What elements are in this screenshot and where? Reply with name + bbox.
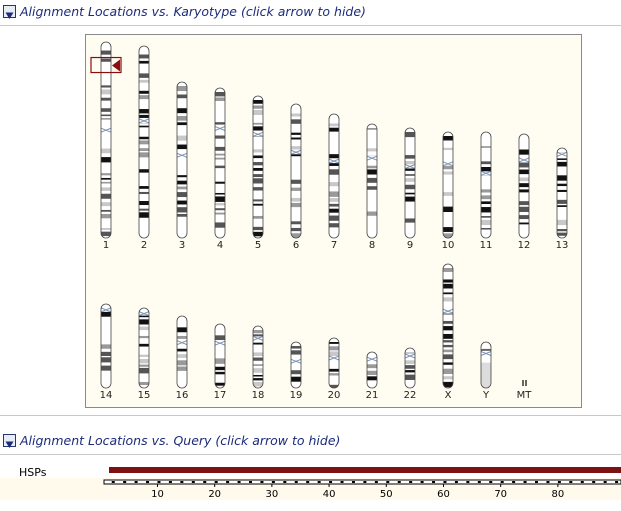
karyotype-section-header[interactable]: Alignment Locations vs. Karyotype (click… [0, 0, 621, 24]
chromosome-17[interactable]: 17 [214, 323, 227, 401]
ruler-tick-label: 10 [151, 489, 164, 500]
chromosome-label: 13 [556, 240, 569, 251]
alignment-hit-marker[interactable] [90, 56, 122, 74]
chromosome-14[interactable]: 14 [100, 303, 113, 401]
chromosome-22[interactable]: 22 [404, 347, 417, 401]
chromosome-y[interactable]: Y [480, 341, 492, 401]
chromosome-label: 3 [179, 240, 185, 251]
chromosome-label: 2 [141, 240, 147, 251]
query-ruler: 10 20 30 40 50 60 70 80 [103, 479, 621, 500]
chromosome-x[interactable]: X [442, 263, 454, 401]
chromosome-label: 19 [290, 390, 303, 401]
header-divider [0, 454, 621, 455]
chromosome-3[interactable]: 3 [176, 81, 188, 251]
ruler-tick-label: 30 [266, 489, 279, 500]
query-section-header[interactable]: Alignment Locations vs. Query (click arr… [0, 429, 621, 453]
chromosome-label: MT [517, 390, 533, 401]
chromosome-13[interactable]: 13 [556, 147, 569, 251]
chromosome-21[interactable]: 21 [366, 351, 379, 401]
chromosome-label: X [445, 390, 452, 401]
ruler-tick-label: 20 [208, 489, 221, 500]
section-divider [0, 415, 621, 416]
triangle-left-icon [112, 59, 120, 72]
chromosome-1[interactable]: 1 [100, 41, 112, 251]
chromosome-mt[interactable]: MT [517, 380, 533, 401]
chromosome-label: 16 [176, 390, 189, 401]
chromosome-7[interactable]: 7 [328, 113, 340, 251]
triangle-down-icon [5, 441, 14, 448]
chromosome-label: 6 [293, 240, 299, 251]
chromosome-19[interactable]: 19 [290, 341, 303, 401]
chromosome-18[interactable]: 18 [252, 325, 265, 401]
chromosome-15[interactable]: 15 [138, 307, 151, 401]
karyotype-panel: 1 2 3 4 5 6 7 8 9 10 11 12 13 14 15 16 17 18 19 20 21 22 X Y MT [85, 34, 582, 408]
collapse-toggle-karyotype[interactable] [3, 5, 16, 19]
chromosome-label: 20 [328, 390, 341, 401]
chromosome-2[interactable]: 2 [138, 45, 150, 251]
ruler-tick-label: 50 [380, 489, 393, 500]
chromosome-label: 4 [217, 240, 223, 251]
chromosome-label: Y [482, 390, 490, 401]
triangle-down-icon [5, 12, 14, 19]
chromosome-5[interactable]: 5 [252, 95, 264, 251]
chromosome-label: 15 [138, 390, 151, 401]
chromosome-10[interactable]: 10 [442, 131, 455, 251]
chromosome-11[interactable]: 11 [480, 131, 493, 251]
chromosome-label: 12 [518, 240, 531, 251]
chromosome-label: 9 [407, 240, 413, 251]
chromosome-12[interactable]: 12 [518, 133, 531, 251]
ruler-tick-label: 60 [437, 489, 450, 500]
chromosome-label: 10 [442, 240, 455, 251]
chromosome-label: 18 [252, 390, 265, 401]
collapse-toggle-query[interactable] [3, 434, 16, 448]
chromosome-label: 5 [255, 240, 261, 251]
chromosome-label: 11 [480, 240, 493, 251]
hsps-label: HSPs [19, 466, 47, 479]
ruler-tick-label: 70 [494, 489, 507, 500]
query-section-title[interactable]: Alignment Locations vs. Query (click arr… [20, 433, 341, 448]
chromosome-label: 17 [214, 390, 227, 401]
chromosome-9[interactable]: 9 [404, 127, 416, 251]
chromosome-label: 22 [404, 390, 417, 401]
header-divider [0, 25, 621, 26]
chromosome-label: 8 [369, 240, 375, 251]
karyotype-section-title[interactable]: Alignment Locations vs. Karyotype (click… [20, 4, 366, 19]
ruler-tick-label: 80 [552, 489, 565, 500]
chromosome-label: 14 [100, 390, 113, 401]
ruler-tick-label: 40 [323, 489, 336, 500]
chromosome-label: 1 [103, 240, 109, 251]
chromosome-16[interactable]: 16 [176, 315, 189, 401]
chromosome-6[interactable]: 6 [290, 103, 302, 251]
chromosome-4[interactable]: 4 [214, 87, 226, 251]
chromosome-20[interactable]: 20 [328, 337, 341, 401]
chromosome-label: 7 [331, 240, 337, 251]
hsp-alignment-bar[interactable] [109, 467, 621, 473]
chromosome-8[interactable]: 8 [366, 123, 378, 251]
chromosome-label: 21 [366, 390, 379, 401]
